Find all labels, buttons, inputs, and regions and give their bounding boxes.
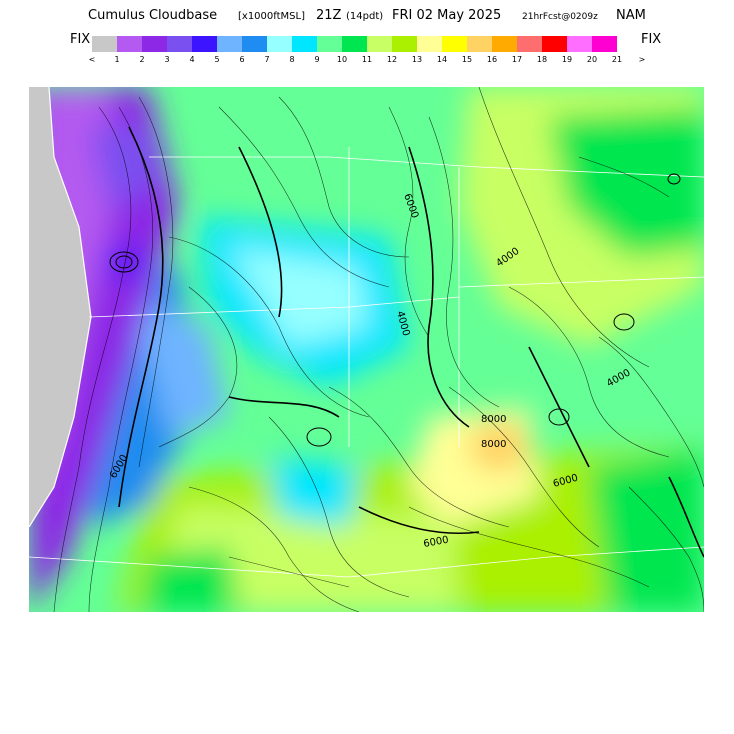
political-borders [29,147,704,578]
scale-tick-label: 11 [361,55,373,64]
scale-tick-label: 16 [486,55,498,64]
color-swatch [592,36,617,52]
color-swatch [242,36,267,52]
color-swatch [217,36,242,52]
contour-label: 8000 [481,439,506,450]
color-swatch [367,36,392,52]
contour-label: 8000 [481,414,506,425]
scale-tick-label: 17 [511,55,523,64]
color-swatch [142,36,167,52]
scale-tick-label: 21 [611,55,623,64]
color-fill-regions [29,87,704,612]
scale-tick-label: 10 [336,55,348,64]
scale-tick-label: 2 [139,55,145,64]
color-swatch [267,36,292,52]
scale-tick-label: 18 [536,55,548,64]
color-scale-ticks: <1 2 3 4 5 6 7 8 9 10 11 12 13 14 15 16 17 18 19 20 21 > [0,55,734,67]
scale-tick-label: 20 [586,55,598,64]
color-swatch [317,36,342,52]
color-swatch [292,36,317,52]
cloudbase-map: 6000 4000 6000 8000 8000 6000 4000 4000 … [29,87,704,612]
color-swatch [567,36,592,52]
color-swatch [392,36,417,52]
map-canvas: 6000 4000 6000 8000 8000 6000 4000 4000 … [29,87,704,612]
valid-time: 21Z [316,8,342,23]
color-swatch [342,36,367,52]
color-swatch [167,36,192,52]
scale-tick-label: 12 [386,55,398,64]
color-swatch [517,36,542,52]
color-swatch [467,36,492,52]
scale-tick-label: 3 [164,55,170,64]
map-title: Cumulus Cloudbase [88,8,218,23]
major-contour-lines [118,126,704,558]
scale-tick-label: 15 [461,55,473,64]
scale-tick-label: 8 [289,55,295,64]
forecast-hour: 21hrFcst@0209z [522,12,598,22]
scale-tick-label: 14 [436,55,448,64]
units-label: [x1000ftMSL] [238,11,305,22]
contour-rings [109,173,681,447]
color-swatch [542,36,567,52]
contour-label: 6000 [423,535,450,550]
local-time: (14pdt) [346,11,384,22]
scale-tick-label: 19 [561,55,573,64]
forecast-date: FRI 02 May 2025 [392,8,502,23]
model-name: NAM [616,8,646,23]
scale-tick-label: > [638,55,646,64]
contour-lines [53,87,704,612]
color-swatch [417,36,442,52]
scale-tick-label: 1 [114,55,120,64]
scale-tick-label: 13 [411,55,423,64]
fix-label-right: FIX [641,32,662,47]
map-header: Cumulus Cloudbase [x1000ftMSL] 21Z (14pd… [0,8,734,28]
scale-tick-label: 9 [314,55,320,64]
ocean-mask [29,87,91,527]
color-swatch [192,36,217,52]
color-swatch [92,36,117,52]
color-swatch [117,36,142,52]
scale-tick-label: < [88,55,96,64]
scale-tick-label: 6 [239,55,245,64]
scale-tick-label: 7 [264,55,270,64]
fix-label-left: FIX [70,32,91,47]
scale-tick-label: 4 [189,55,195,64]
color-swatch [442,36,467,52]
scale-tick-label: 5 [214,55,220,64]
color-scale [92,36,617,52]
color-swatch [492,36,517,52]
